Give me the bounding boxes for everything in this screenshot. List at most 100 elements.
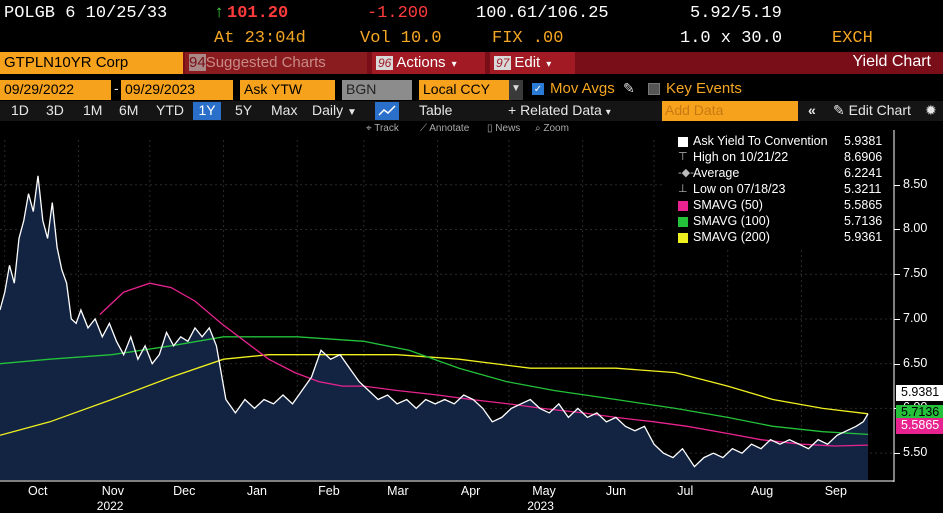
mov-avgs-label: Mov Avgs [550, 80, 615, 97]
period-3d[interactable]: 3D [46, 102, 64, 118]
add-data-input[interactable]: Add Data [662, 101, 798, 121]
pencil-icon[interactable]: ✎ [623, 80, 635, 96]
news-label: News [495, 123, 521, 134]
last-value-flag: 5.7136 [896, 405, 943, 421]
frequency-select[interactable]: Daily ▼ [309, 102, 360, 120]
bid-ask-yields: 5.92/5.19 [690, 4, 782, 23]
security-ticker: POLGB 6 10/25/33 [4, 4, 168, 23]
legend-item[interactable]: SMAVG (50) 5.5865 [662, 198, 892, 214]
y-tick-label: 8.00 [903, 221, 928, 236]
security-field[interactable]: GTPLN10YR Corp [0, 52, 183, 74]
y-tick [894, 229, 900, 231]
period-max[interactable]: Max [271, 102, 298, 118]
zoom-label: Zoom [543, 123, 569, 134]
size: 1.0 x 30.0 [680, 29, 783, 48]
annotate-label: Annotate [429, 123, 470, 134]
chart-panel[interactable]: ⌖ Track ⟋ Annotate ▯ News ⌕ Zoom [0, 121, 943, 513]
period-ytd[interactable]: YTD [156, 102, 184, 118]
y-tick [894, 184, 900, 186]
edit-chart-button[interactable]: ✎ Edit Chart [830, 102, 914, 120]
last-value-flag: 5.5865 [896, 418, 943, 434]
legend-item[interactable]: Ask Yield To Convention 5.9381 [662, 134, 892, 150]
actions-menu[interactable]: 96 Actions ▾ [372, 52, 485, 74]
chart-legend: Ask Yield To Convention 5.9381 ⊤ High on 10… [662, 133, 892, 248]
actions-label: Actions [396, 54, 446, 71]
y-tick-label: 6.50 [903, 355, 928, 370]
caret-down-icon: ▾ [451, 59, 457, 70]
avg-marker-icon: -◆- [678, 167, 694, 179]
key-events-label: Key Events [666, 80, 742, 97]
chart-title: Yield Chart [852, 53, 931, 70]
params-bar: 09/29/2022 - 09/29/2023 Ask YTW BGN Loca… [0, 80, 943, 100]
legend-item[interactable]: ⊤ High on 10/21/22 8.6906 [662, 150, 892, 166]
table-button[interactable]: Table [419, 102, 453, 118]
function-bar: GTPLN10YR Corp 94Suggested Charts 96 Acti… [0, 52, 943, 74]
line-chart-icon[interactable] [375, 102, 399, 120]
legend-item[interactable]: -◆- Average 6.2241 [662, 166, 892, 182]
chevron-down-icon[interactable]: ▼ [509, 80, 523, 100]
x-tick-label: Dec [173, 484, 196, 498]
quote-row-1: POLGB 6 10/25/33 ↑ 101.20 -1.200 100.61/… [0, 4, 943, 26]
news-tool[interactable]: ▯ News [487, 123, 521, 134]
legend-label: SMAVG (100) [693, 214, 770, 228]
caret-down-icon: ▾ [605, 107, 611, 118]
legend-swatch [678, 217, 688, 227]
collapse-icon[interactable]: « [808, 102, 816, 118]
legend-item[interactable]: SMAVG (200) 5.9361 [662, 230, 892, 246]
pencil-icon: ✎ [833, 102, 845, 118]
yield-field-select[interactable]: Ask YTW [240, 80, 335, 100]
year-label: 2022 [96, 499, 124, 513]
legend-swatch [678, 201, 688, 211]
exchange: EXCH [832, 29, 873, 48]
x-tick-label: Apr [460, 484, 481, 498]
legend-label: SMAVG (200) [693, 230, 770, 244]
legend-value: 6.2241 [844, 166, 883, 180]
x-tick-label: May [532, 484, 556, 498]
x-tick-label: Feb [318, 484, 340, 498]
edit-menu[interactable]: 97 Edit ▾ [490, 52, 575, 74]
related-data-label: + Related Data [508, 102, 602, 118]
suggested-charts-label: Suggested Charts [205, 54, 326, 71]
currency-select[interactable]: Local CCY [419, 80, 509, 100]
end-date-field[interactable]: 09/29/2023 [121, 80, 233, 100]
y-tick [894, 274, 900, 276]
x-tick-label: Nov [101, 484, 124, 498]
legend-value: 5.5865 [844, 198, 883, 212]
period-1d[interactable]: 1D [11, 102, 29, 118]
period-6m[interactable]: 6M [119, 102, 139, 118]
legend-item[interactable]: ⊥ Low on 07/18/23 5.3211 [662, 182, 892, 198]
low-marker-icon: ⊥ [678, 183, 688, 195]
track-label: Track [374, 123, 399, 134]
x-tick-label: Oct [28, 484, 48, 498]
legend-label: Ask Yield To Convention [693, 134, 828, 148]
mov-avgs-checkbox[interactable]: ✓ [532, 83, 544, 95]
legend-swatch [678, 233, 688, 243]
x-tick-label: Jan [246, 484, 267, 498]
legend-value: 5.3211 [844, 182, 882, 196]
x-tick-label: Jun [605, 484, 627, 498]
source-field[interactable]: BGN [342, 80, 412, 100]
start-date-field[interactable]: 09/29/2022 [0, 80, 111, 100]
x-tick-label: Jul [677, 484, 694, 498]
annotate-tool[interactable]: ⟋ Annotate [420, 123, 470, 134]
key-events-checkbox[interactable] [648, 83, 660, 95]
period-1y[interactable]: 1Y [193, 102, 221, 120]
y-tick [894, 318, 900, 320]
related-data-menu[interactable]: + Related Data ▾ [505, 102, 614, 120]
y-tick [894, 453, 900, 455]
caret-down-icon: ▼ [347, 107, 357, 118]
y-tick-label: 7.50 [903, 266, 928, 281]
legend-label: SMAVG (50) [693, 198, 763, 212]
zoom-tool[interactable]: ⌕ Zoom [535, 123, 569, 134]
legend-item[interactable]: SMAVG (100) 5.7136 [662, 214, 892, 230]
suggested-charts-menu[interactable]: 94Suggested Charts [185, 52, 367, 74]
period-5y[interactable]: 5Y [235, 102, 253, 118]
period-1m[interactable]: 1M [83, 102, 103, 118]
volume: Vol 10.0 [360, 29, 442, 48]
suggested-charts-num: 94 [189, 54, 206, 71]
y-tick-label: 5.50 [903, 445, 928, 460]
edit-label: Edit [514, 54, 541, 71]
legend-value: 5.9361 [844, 230, 883, 244]
gear-icon[interactable]: ✹ [925, 102, 937, 118]
track-tool[interactable]: ⌖ Track [366, 123, 399, 134]
